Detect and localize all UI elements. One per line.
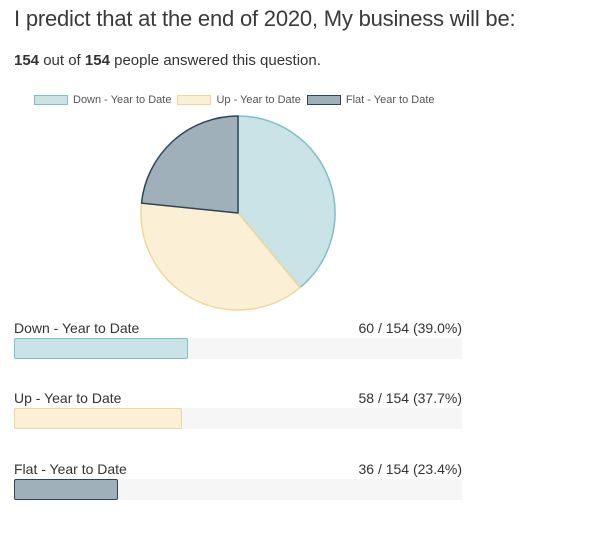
response-summary: 154 out of 154 people answered this ques…	[14, 52, 321, 69]
answered-count: 154	[14, 52, 40, 69]
result-label-down: Down - Year to Date	[14, 320, 140, 336]
legend-swatch-flat	[306, 95, 341, 105]
result-label-flat: Flat - Year to Date	[14, 461, 127, 477]
legend-swatch-down	[34, 95, 68, 105]
total-count: 154	[84, 52, 110, 69]
pie-slice-flat[interactable]	[140, 115, 239, 214]
result-bar-track-up	[14, 408, 462, 429]
result-label-up: Up - Year to Date	[14, 390, 122, 406]
result-bar-flat	[14, 479, 118, 500]
result-value-up: 58 / 154 (37.7%)	[358, 390, 462, 406]
result-value-down: 60 / 154 (39.0%)	[358, 320, 462, 336]
pie-chart	[140, 115, 336, 311]
result-row-down: Down - Year to Date 60 / 154 (39.0%)	[14, 320, 462, 365]
legend-item-flat[interactable]: Flat - Year to Date	[306, 94, 435, 106]
legend-label-flat: Flat - Year to Date	[345, 94, 435, 106]
pie-slice-up[interactable]	[140, 202, 301, 311]
result-bar-track-down	[14, 338, 462, 359]
result-row-up: Up - Year to Date 58 / 154 (37.7%)	[14, 390, 462, 435]
pie-slice-down[interactable]	[237, 115, 336, 289]
result-bar-track-flat	[14, 479, 462, 500]
summary-text-2: people answered this question.	[109, 52, 321, 69]
legend-swatch-up	[177, 95, 212, 105]
question-title: I predict that at the end of 2020, My bu…	[14, 6, 516, 31]
result-row-flat: Flat - Year to Date 36 / 154 (23.4%)	[14, 461, 462, 506]
result-bar-up	[14, 408, 182, 429]
chart-legend: Down - Year to Date Up - Year to Date Fl…	[34, 93, 441, 107]
summary-text-1: out of	[39, 52, 85, 69]
legend-label-up: Up - Year to Date	[216, 94, 301, 106]
result-bar-down	[14, 338, 188, 359]
legend-label-down: Down - Year to Date	[73, 94, 172, 106]
result-value-flat: 36 / 154 (23.4%)	[358, 461, 462, 477]
legend-item-down[interactable]: Down - Year to Date	[34, 94, 171, 106]
legend-item-up[interactable]: Up - Year to Date	[177, 94, 301, 106]
